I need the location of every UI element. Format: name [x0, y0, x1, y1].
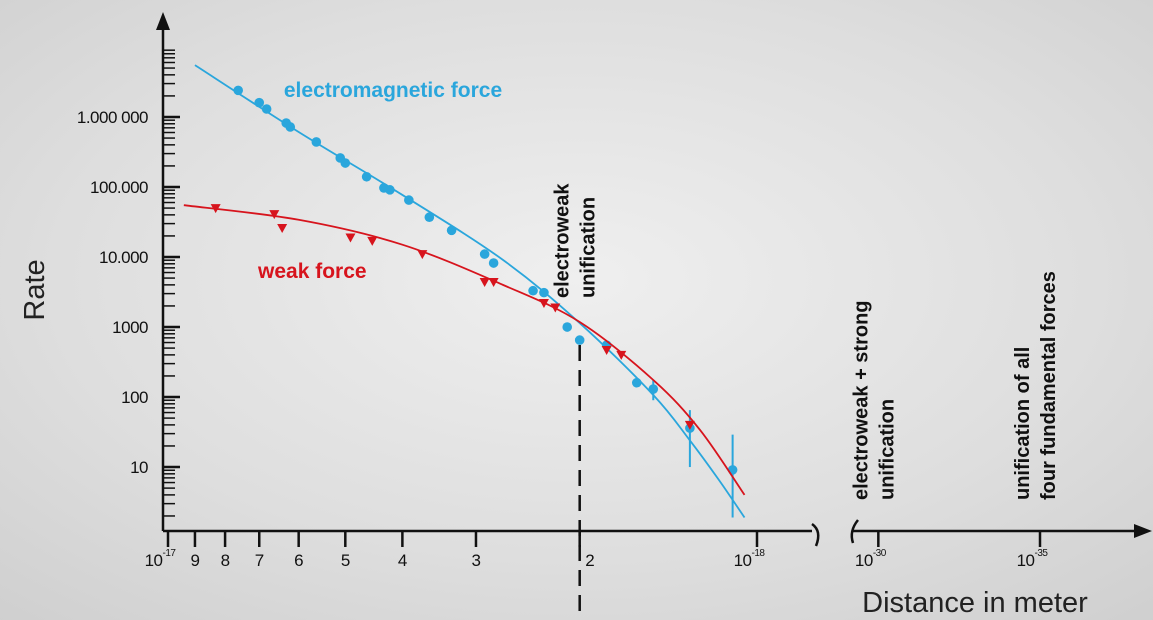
x-tick-label: 2 [585, 551, 594, 570]
x-tick-label-text: 8 [221, 551, 230, 570]
x-tick-label-text: 3 [471, 551, 480, 570]
data-point [446, 225, 457, 236]
y-tick-label: 1000 [112, 318, 148, 337]
x-tick-label-text: 10 [145, 551, 163, 570]
x-tick-label-text: 7 [255, 551, 264, 570]
x-tick-label-exponent: -35 [1034, 548, 1048, 559]
data-point [277, 223, 288, 233]
x-tick-label: 10-17 [145, 548, 177, 570]
x-tick-label-exponent: -30 [873, 548, 887, 559]
x-tick-label-text: 10 [855, 551, 873, 570]
series-label: weak force [258, 260, 367, 283]
y-axis-title: Rate [19, 259, 51, 320]
series-label: electromagnetic force [283, 79, 503, 102]
x-tick-label: 4 [398, 551, 407, 570]
x-tick-label: 9 [190, 551, 199, 570]
data-point [616, 350, 627, 360]
data-point [233, 85, 244, 96]
x-tick-label-text: 5 [341, 551, 350, 570]
data-point [261, 104, 272, 114]
x-tick-label: 7 [255, 551, 264, 570]
data-point [269, 210, 280, 220]
data-point [361, 171, 372, 182]
y-tick-label: 10 [130, 458, 148, 477]
data-point [488, 258, 499, 268]
data-point [210, 204, 221, 214]
data-point [254, 97, 265, 108]
data-point [562, 322, 573, 332]
x-axis-title: Distance in meter [862, 587, 1088, 619]
x-tick-label: 10-30 [855, 548, 887, 570]
x-tick-label-text: 4 [398, 551, 407, 570]
x-tick-label-exponent: -17 [162, 548, 176, 559]
annotation-text: unification [578, 197, 600, 298]
data-point [684, 420, 695, 430]
y-tick-label: 1.000 000 [77, 108, 148, 127]
axis-break [811, 522, 820, 547]
data-point [538, 299, 549, 309]
annotation-text: electroweak [552, 183, 574, 298]
y-tick-label: 10.000 [99, 248, 148, 267]
annotation-text: four fundamental forces [1038, 271, 1060, 500]
x-tick-label-text: 2 [585, 551, 594, 570]
x-tick-label: 8 [221, 551, 230, 570]
data-point [385, 185, 395, 195]
x-tick-label: 10-18 [734, 548, 766, 570]
x-tick-label: 6 [294, 551, 303, 570]
data-point [345, 233, 356, 243]
x-tick-label: 3 [471, 551, 480, 570]
data-point [424, 212, 435, 223]
data-point [367, 236, 378, 246]
x-tick-label: 5 [341, 551, 350, 570]
y-tick-label: 100 [121, 388, 148, 407]
x-axis-arrow [1134, 524, 1152, 538]
data-point [601, 345, 612, 355]
data-point [311, 137, 322, 147]
annotation-text: electroweak + strong [850, 300, 872, 500]
annotation-text: unification of all [1012, 347, 1034, 500]
data-point [631, 377, 642, 388]
x-tick-label-exponent: -18 [751, 548, 765, 559]
y-tick-label: 100.000 [90, 178, 148, 197]
data-point [404, 195, 414, 205]
annotation-text: unification [876, 399, 898, 500]
data-point [648, 384, 659, 394]
data-point [488, 277, 499, 287]
data-point [528, 285, 538, 296]
x-tick-label-text: 6 [294, 551, 303, 570]
x-tick-label-text: 10 [734, 551, 752, 570]
data-point [479, 277, 490, 287]
x-tick-label-text: 10 [1017, 551, 1035, 570]
data-point [550, 303, 561, 313]
data-point [539, 287, 549, 298]
fit-line [183, 204, 746, 496]
fit-line [194, 64, 746, 519]
y-axis-arrow [156, 12, 170, 30]
data-point [340, 158, 351, 168]
data-point [479, 249, 490, 259]
x-tick-label-text: 9 [190, 551, 199, 570]
data-point [285, 122, 296, 132]
data-point [417, 250, 428, 260]
data-point [574, 335, 585, 345]
x-tick-label: 10-35 [1017, 548, 1049, 570]
